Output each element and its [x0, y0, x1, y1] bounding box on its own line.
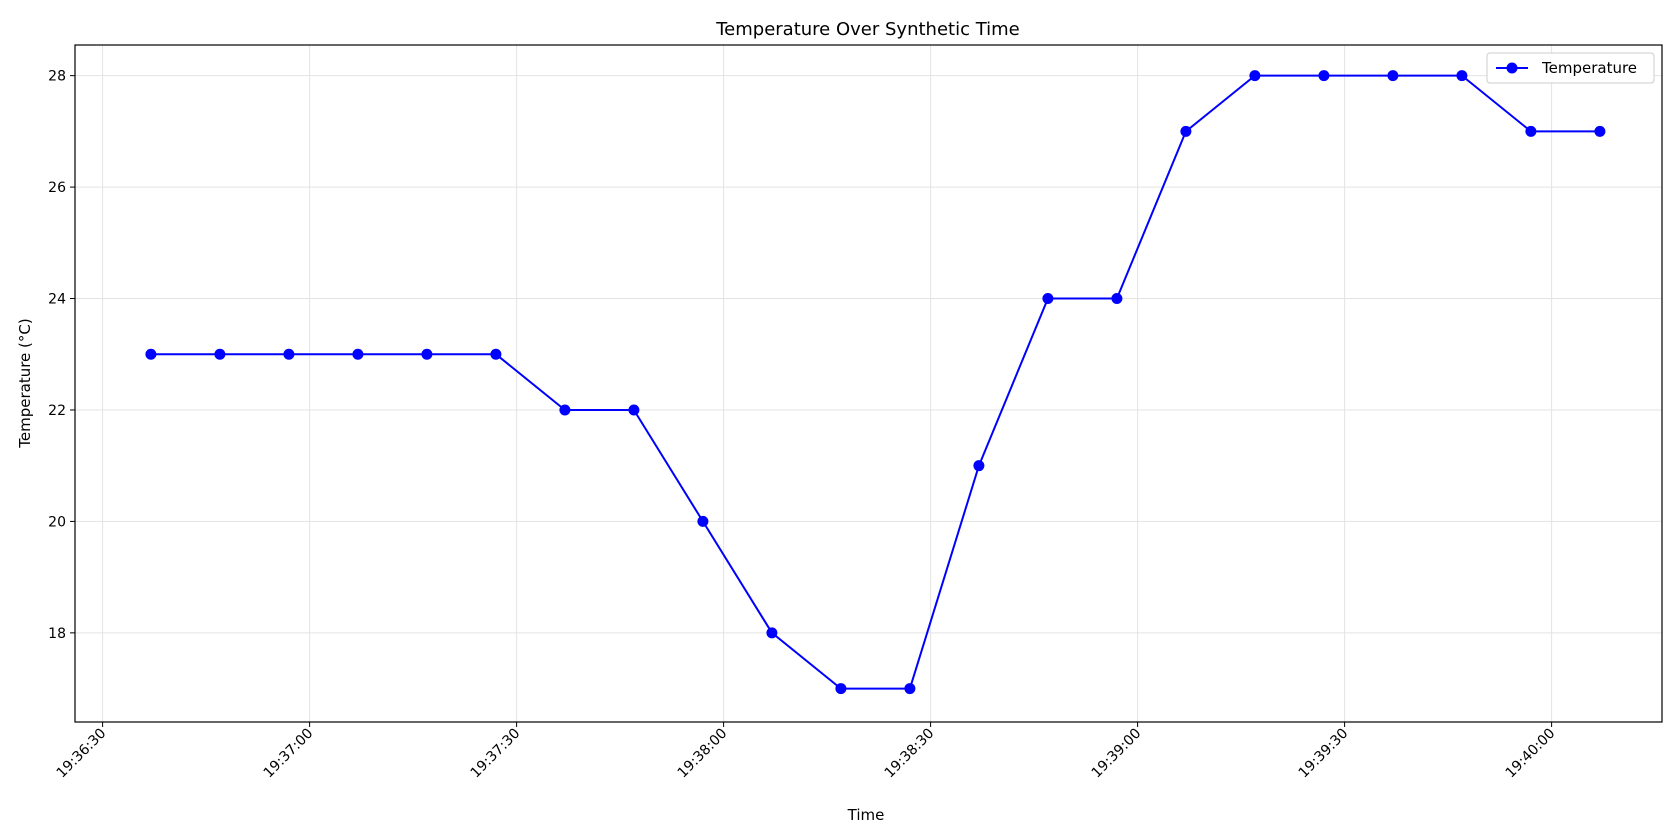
data-point	[1249, 70, 1261, 82]
x-tick-label: 19:40:00	[1503, 726, 1559, 782]
data-point	[1456, 70, 1468, 82]
y-tick-label: 18	[48, 626, 66, 642]
x-axis-title: Time	[847, 806, 885, 824]
data-point	[766, 627, 778, 639]
data-point	[904, 683, 916, 695]
data-point	[835, 683, 847, 695]
legend-label: Temperature	[1541, 59, 1637, 77]
x-tick-label: 19:39:30	[1296, 726, 1352, 782]
y-tick-label: 20	[48, 514, 66, 530]
data-point	[697, 515, 709, 527]
legend-marker-swatch	[1506, 62, 1518, 74]
data-point	[1042, 293, 1054, 305]
data-point	[214, 348, 226, 360]
y-tick-label: 24	[48, 292, 66, 308]
data-point	[145, 348, 157, 360]
data-point	[283, 348, 295, 360]
data-point	[973, 460, 985, 472]
y-tick-label: 22	[48, 403, 66, 419]
series-temperature	[145, 70, 1606, 695]
data-point	[1180, 125, 1192, 137]
data-point	[1111, 293, 1123, 305]
plot-area-frame	[74, 44, 1663, 723]
data-point	[490, 348, 502, 360]
data-point	[1525, 125, 1537, 137]
y-axis-title: Temperature (°C)	[16, 318, 34, 448]
x-tick-label: 19:38:00	[675, 726, 731, 782]
data-point	[1594, 125, 1606, 137]
x-tick-label: 19:37:30	[468, 726, 524, 782]
data-point	[1318, 70, 1330, 82]
series-line	[150, 74, 1600, 690]
x-tick-label: 19:39:00	[1089, 726, 1145, 782]
data-point	[559, 404, 571, 416]
x-tick-label: 19:36:30	[54, 726, 110, 782]
grid-lines	[75, 45, 1662, 722]
x-tick-label: 19:38:30	[882, 726, 938, 782]
data-point	[1387, 70, 1399, 82]
x-axis-ticks: 19:36:30 19:37:00 19:37:30 19:38:00 19:38:30…	[54, 722, 1559, 782]
legend-box	[1486, 52, 1655, 84]
y-axis-ticks: 18 20 22 24 26 28	[48, 69, 75, 642]
x-tick-label: 19:37:00	[261, 726, 317, 782]
legend: Temperature	[1486, 52, 1655, 84]
data-point	[421, 348, 433, 360]
data-point	[352, 348, 364, 360]
y-tick-label: 26	[48, 180, 66, 196]
data-point	[628, 404, 640, 416]
chart-title: Temperature Over Synthetic Time	[715, 19, 1020, 40]
y-tick-label: 28	[48, 69, 66, 85]
